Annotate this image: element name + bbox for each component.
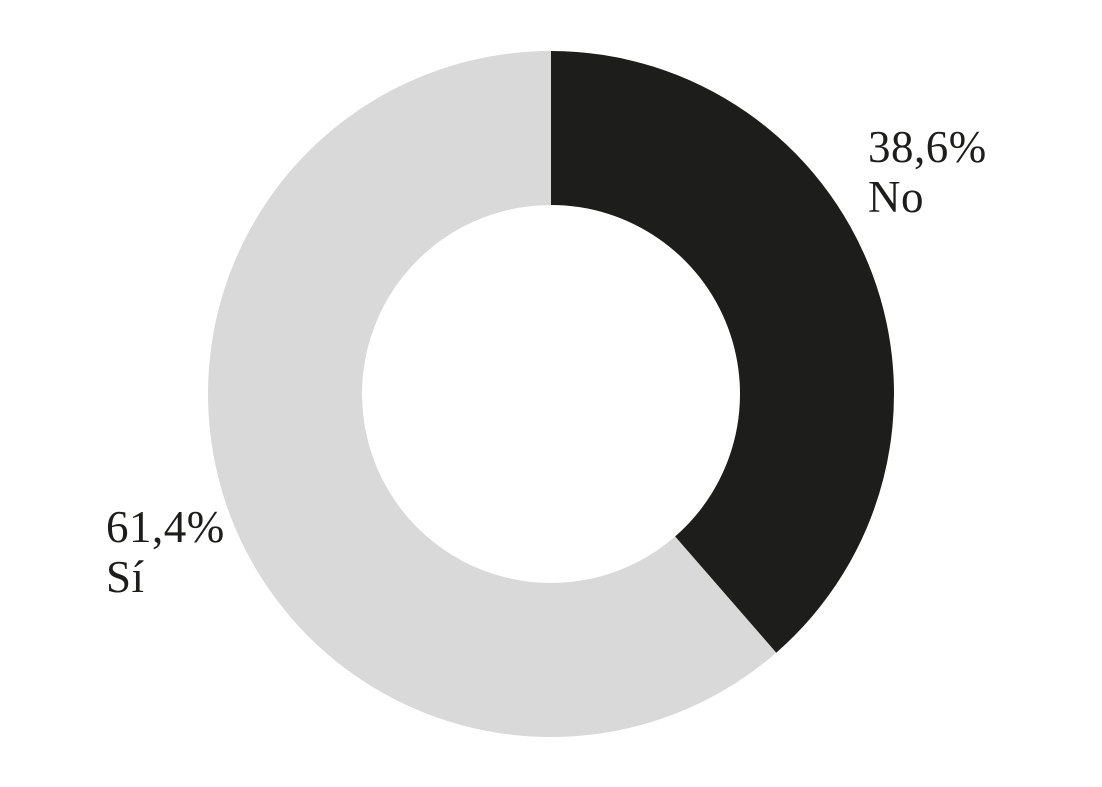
label-no: 38,6% No [868, 122, 987, 222]
label-no-category: No [868, 172, 924, 222]
label-si-percent: 61,4% [106, 502, 225, 552]
label-si: 61,4% Sí [106, 502, 225, 602]
donut-segment-si [208, 51, 777, 737]
label-no-percent: 38,6% [868, 122, 987, 172]
label-si-category: Sí [106, 552, 145, 602]
donut-segment-no [551, 51, 895, 653]
